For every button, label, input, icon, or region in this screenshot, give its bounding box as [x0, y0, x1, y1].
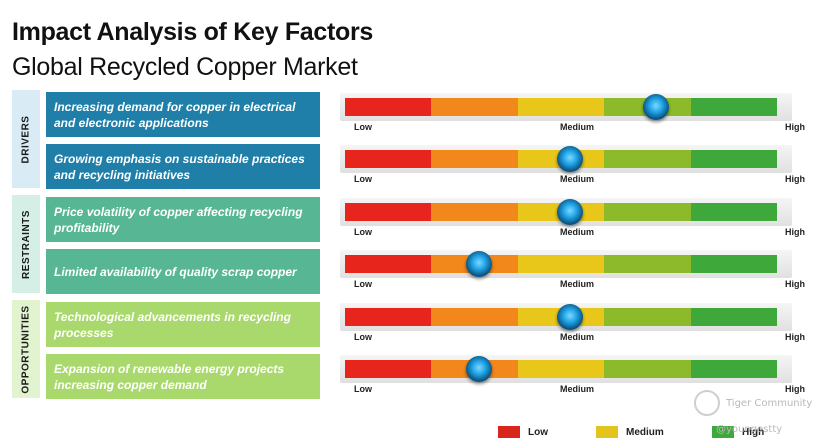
- legend-label-high: High: [742, 426, 765, 438]
- scale-segment-low: [345, 255, 432, 273]
- watermark-brand: Tiger Community: [726, 398, 813, 409]
- legend-label-low: Low: [528, 426, 548, 438]
- scale-label-low: Low: [354, 227, 372, 237]
- scale-segment-low: [345, 150, 432, 168]
- scale-segment-med: [517, 255, 605, 273]
- legend-swatch-high: [712, 426, 734, 438]
- section-label-opportunities: OPPORTUNITIES: [20, 304, 32, 394]
- factor-text: Technological advancements in recycling …: [46, 302, 320, 347]
- scale-label-high: High: [785, 384, 805, 394]
- section-restraints: RESTRAINTS: [12, 195, 40, 293]
- impact-scale-bar: [345, 255, 778, 273]
- scale-label-low: Low: [354, 332, 372, 342]
- watermark-logo-icon: [694, 390, 720, 416]
- impact-marker: [465, 356, 492, 382]
- legend-label-medium: Medium: [626, 426, 664, 438]
- scale-label-high: High: [785, 227, 805, 237]
- legend-high: High: [712, 426, 764, 438]
- factor-text: Growing emphasis on sustainable practice…: [46, 144, 320, 189]
- scale-segment-low: [345, 98, 432, 116]
- scale-segment-high: [690, 255, 778, 273]
- scale-label-medium: Medium: [560, 227, 595, 237]
- scale-label-medium: Medium: [560, 384, 595, 394]
- page-title: Impact Analysis of Key Factors: [12, 18, 374, 46]
- scale-segment-high: [690, 308, 778, 326]
- scale-segment-medhigh: [604, 360, 691, 378]
- scale-segment-low: [345, 360, 432, 378]
- legend-medium: Medium: [596, 426, 664, 438]
- impact-scale-bar: [345, 98, 778, 116]
- page-subtitle: Global Recycled Copper Market: [12, 53, 358, 81]
- impact-marker: [465, 251, 492, 277]
- legend-low: Low: [498, 426, 548, 438]
- scale-label-medium: Medium: [560, 122, 595, 132]
- section-label-restraints: RESTRAINTS: [20, 209, 32, 279]
- impact-scale-bar: [345, 308, 778, 326]
- impact-marker: [643, 94, 670, 120]
- scale-segment-high: [690, 360, 778, 378]
- scale-segment-medhigh: [604, 150, 691, 168]
- section-drivers: DRIVERS: [12, 90, 40, 188]
- scale-segment-lowmed: [431, 150, 518, 168]
- scale-label-low: Low: [354, 279, 372, 289]
- scale-segment-high: [690, 150, 778, 168]
- scale-segment-medhigh: [604, 255, 691, 273]
- scale-label-medium: Medium: [560, 279, 595, 289]
- impact-marker: [556, 146, 583, 172]
- scale-label-medium: Medium: [560, 332, 595, 342]
- scale-segment-medhigh: [604, 203, 691, 221]
- watermark-handle: @youngestty: [716, 424, 783, 435]
- scale-segment-lowmed: [431, 98, 518, 116]
- scale-label-low: Low: [354, 384, 372, 394]
- scale-segment-low: [345, 308, 432, 326]
- legend-swatch-medium: [596, 426, 618, 438]
- scale-label-low: Low: [354, 122, 372, 132]
- scale-label-high: High: [785, 332, 805, 342]
- factor-text: Expansion of renewable energy projects i…: [46, 354, 320, 399]
- factor-text: Price volatility of copper affecting rec…: [46, 197, 320, 242]
- scale-label-medium: Medium: [560, 174, 595, 184]
- impact-marker: [556, 304, 583, 330]
- section-opportunities: OPPORTUNITIES: [12, 300, 40, 398]
- scale-segment-high: [690, 203, 778, 221]
- scale-label-high: High: [785, 279, 805, 289]
- scale-segment-lowmed: [431, 203, 518, 221]
- impact-marker: [556, 199, 583, 225]
- scale-segment-lowmed: [431, 308, 518, 326]
- scale-label-high: High: [785, 122, 805, 132]
- legend-swatch-low: [498, 426, 520, 438]
- scale-label-high: High: [785, 174, 805, 184]
- scale-label-low: Low: [354, 174, 372, 184]
- scale-segment-med: [517, 98, 605, 116]
- impact-scale-bar: [345, 360, 778, 378]
- scale-segment-medhigh: [604, 308, 691, 326]
- section-label-drivers: DRIVERS: [20, 115, 32, 163]
- scale-segment-low: [345, 203, 432, 221]
- factor-text: Increasing demand for copper in electric…: [46, 92, 320, 137]
- factor-text: Limited availability of quality scrap co…: [46, 249, 320, 294]
- scale-segment-high: [690, 98, 778, 116]
- scale-segment-med: [517, 360, 605, 378]
